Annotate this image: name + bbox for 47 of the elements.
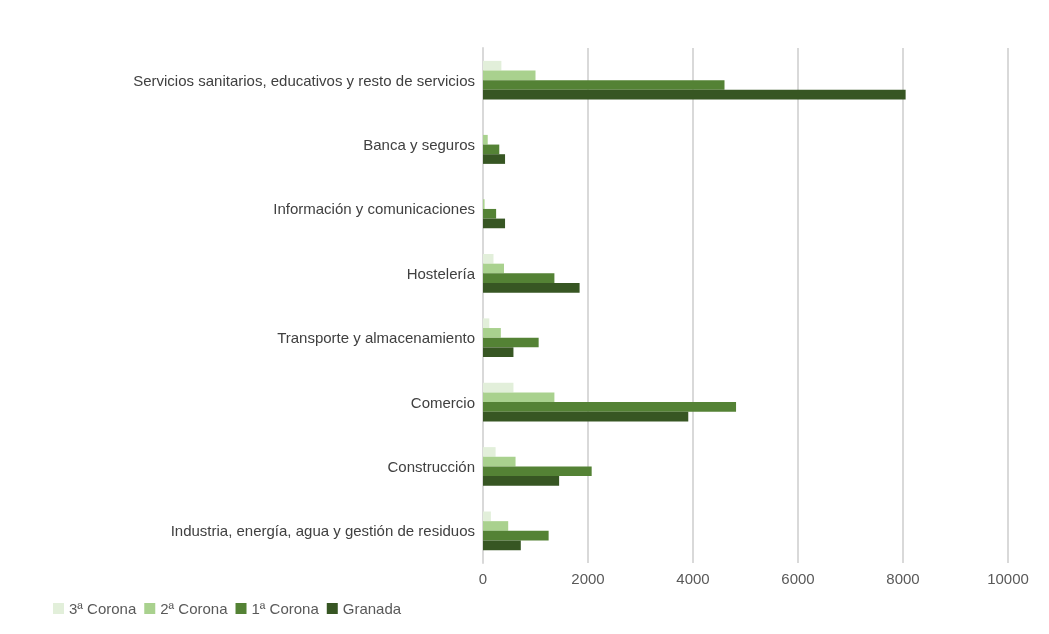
legend-label: Granada (342, 600, 402, 617)
bar (483, 521, 509, 531)
x-tick-label: 8000 (886, 570, 920, 587)
bar (483, 60, 502, 71)
bar (483, 144, 500, 155)
bar (483, 318, 490, 329)
bar (483, 511, 491, 522)
bar (483, 540, 521, 551)
bar (483, 70, 536, 81)
y-tick-label: Industria, energía, agua y gestión de residuos (170, 522, 475, 540)
y-tick-label: Transporte y almacenamiento (277, 329, 475, 347)
bar (483, 154, 506, 164)
bar (483, 254, 494, 264)
bar (483, 476, 560, 486)
bar (483, 89, 906, 100)
bar (483, 447, 496, 457)
bar (483, 282, 580, 293)
y-tick-label: Servicios sanitarios, educativos y resto de servicios (133, 71, 475, 89)
y-tick-label: Información y comunicaciones (273, 200, 475, 218)
bar (483, 134, 488, 145)
x-tick-label: 6000 (781, 570, 815, 587)
bar (483, 530, 549, 541)
bar (483, 466, 592, 477)
legend-label: 1ª Corona (251, 600, 320, 617)
x-tick-label: 4000 (676, 570, 710, 587)
x-tick-label: 0 (478, 570, 488, 587)
bar (483, 392, 555, 403)
bar (483, 402, 737, 412)
bar (483, 263, 504, 274)
y-tick-label: Comercio (410, 393, 475, 411)
bar (483, 328, 501, 338)
bar (483, 337, 539, 348)
bar (483, 382, 514, 393)
bar (483, 273, 555, 283)
y-tick-label: Banca y seguros (363, 136, 475, 154)
y-tick-label: Construcción (387, 457, 475, 475)
x-tick-label: 10000 (987, 570, 1029, 587)
y-tick-label: Hostelería (406, 264, 476, 282)
legend-label: 2ª Corona (160, 600, 229, 617)
bar (483, 456, 516, 467)
x-tick-label: 2000 (571, 570, 605, 587)
bar (483, 218, 506, 229)
bar (483, 80, 725, 90)
bar (483, 411, 689, 422)
bar (483, 347, 514, 357)
legend-label: 3ª Corona (69, 600, 137, 617)
bar (483, 208, 497, 219)
